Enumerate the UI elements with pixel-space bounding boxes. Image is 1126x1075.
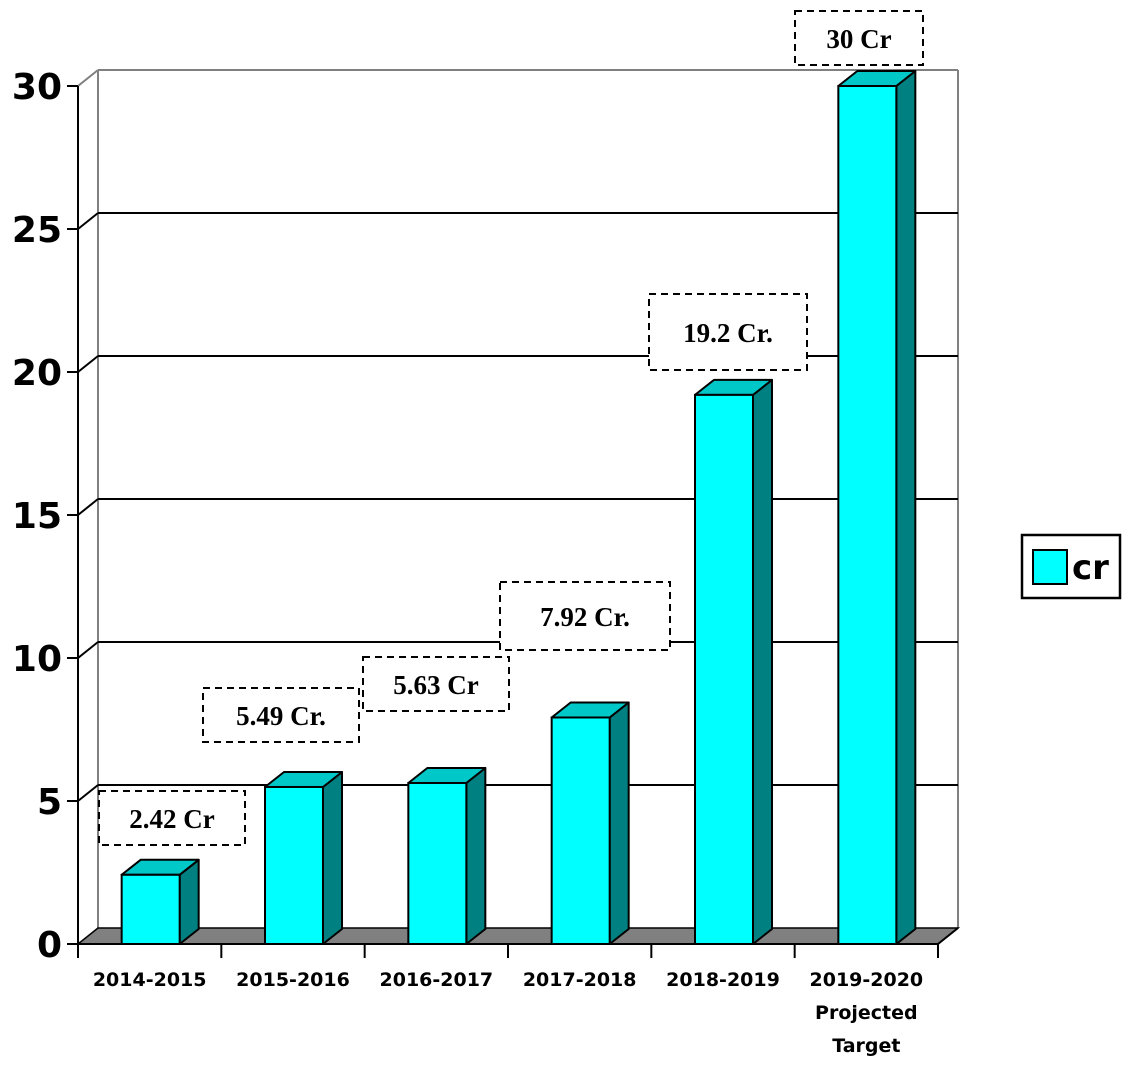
- bar-side: [752, 378, 773, 945]
- y-tick-label: 20: [12, 353, 62, 394]
- x-tick-label: 2019-2020: [810, 969, 924, 991]
- y-tick-label: 15: [12, 496, 62, 537]
- gridline-side: [77, 355, 99, 373]
- data-label-text: 30 Cr: [826, 24, 891, 54]
- bar-side: [895, 70, 917, 945]
- gridline-side: [77, 212, 99, 230]
- bar-front: [694, 393, 754, 945]
- legend-swatch: [1032, 549, 1068, 585]
- side-wall-top-edge: [77, 69, 99, 87]
- legend: cr: [1020, 533, 1122, 600]
- bar-front: [837, 85, 898, 945]
- y-tick-label: 5: [37, 782, 62, 823]
- data-label-text: 5.49 Cr.: [236, 701, 326, 731]
- bar-side: [465, 766, 487, 945]
- x-tick-label: Projected: [815, 1002, 918, 1024]
- data-label-box: [794, 10, 924, 66]
- bar-front: [120, 873, 181, 946]
- x-tick-label: 2015-2016: [236, 969, 350, 991]
- data-label: 19.2 Cr.: [648, 293, 808, 371]
- data-label-text: 5.63 Cr: [393, 670, 478, 700]
- data-label-text: 7.92 Cr.: [540, 602, 630, 632]
- gridlines: [77, 212, 958, 802]
- bar-side: [608, 701, 630, 945]
- bars: [120, 70, 917, 946]
- bar-front: [264, 785, 324, 946]
- bar: [407, 766, 487, 945]
- bar: [837, 70, 917, 945]
- bar-front: [550, 716, 611, 945]
- y-tick-label: 30: [12, 67, 62, 108]
- data-label-text: 19.2 Cr.: [683, 318, 773, 348]
- x-tick-label: Target: [832, 1035, 900, 1057]
- gridline-side: [77, 784, 99, 802]
- y-tick-label: 25: [12, 210, 62, 251]
- data-label-box: [648, 293, 808, 371]
- bar: [550, 701, 630, 945]
- data-label-box: [202, 687, 360, 743]
- bar: [694, 378, 773, 945]
- data-label-box: [362, 656, 510, 712]
- data-label: 30 Cr: [794, 10, 924, 66]
- gridline-side: [77, 498, 99, 516]
- data-label: 7.92 Cr.: [499, 581, 671, 651]
- y-tick-label: 0: [37, 925, 62, 966]
- data-label-box: [98, 790, 246, 846]
- floor-right-edge: [937, 927, 959, 945]
- data-label: 2.42 Cr: [98, 790, 246, 846]
- gridline-side: [77, 641, 99, 659]
- floor-plane: [75, 927, 961, 945]
- x-tick-label: 2014-2015: [93, 969, 207, 991]
- chart-floor: [75, 927, 961, 945]
- data-label: 5.63 Cr: [362, 656, 510, 712]
- x-tick-label: 2017-2018: [523, 969, 637, 991]
- legend-label: cr: [1072, 548, 1109, 588]
- bar-side: [322, 770, 343, 945]
- data-label-text: 2.42 Cr: [129, 804, 214, 834]
- y-tick-labels: 0 5 10 15 20 25 30: [12, 67, 62, 966]
- data-labels: 2.42 Cr 5.49 Cr. 5.63 Cr 7.92 Cr. 19.2 Cr. 30…: [98, 10, 924, 846]
- bar: [120, 858, 200, 946]
- y-tick-label: 10: [12, 639, 62, 680]
- bar: [264, 770, 343, 946]
- data-label-box: [499, 581, 671, 651]
- x-tick-labels: 2014-2015 2015-2016 2016-2017 2017-2018 2018…: [93, 969, 923, 1057]
- x-tick-label: 2016-2017: [380, 969, 494, 991]
- bar-front: [407, 781, 468, 945]
- data-label: 5.49 Cr.: [202, 687, 360, 743]
- axes: [67, 85, 959, 958]
- x-tick-label: 2018-2019: [666, 969, 780, 991]
